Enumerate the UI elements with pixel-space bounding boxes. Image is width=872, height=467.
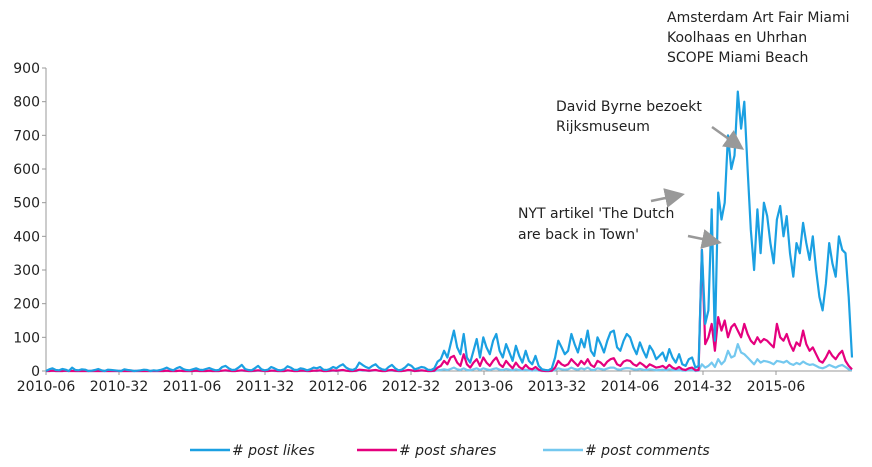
legend-label: # post likes: [232, 443, 315, 459]
y-tick-label: 600: [13, 162, 40, 178]
x-tick-label: 2013-32: [528, 379, 587, 395]
x-tick-label: 2013-06: [455, 379, 514, 395]
x-tick-label: 2010-32: [90, 379, 149, 395]
annotation-line: Rijksmuseum: [556, 119, 650, 135]
series-line-shares: [46, 248, 853, 373]
x-tick-label: 2014-32: [674, 379, 733, 395]
y-tick-label: 700: [13, 128, 40, 144]
x-tick-label: 2014-06: [601, 379, 660, 395]
y-tick-label: 100: [13, 330, 40, 346]
x-tick-label: 2011-06: [163, 379, 222, 395]
annotation-line: David Byrne bezoekt: [556, 99, 702, 115]
annotation-arrow: [687, 229, 722, 249]
y-tick-label: 800: [13, 95, 40, 111]
x-tick-label: 2012-06: [309, 379, 368, 395]
y-tick-label: 500: [13, 196, 40, 212]
annotation-line: Amsterdam Art Fair Miami: [667, 10, 849, 26]
legend-label: # post comments: [585, 443, 710, 459]
legend: # post likes # post shares # post comments: [190, 443, 710, 459]
annotation-line: NYT artikel 'The Dutch: [518, 206, 674, 222]
annotation-arrow: [650, 188, 685, 208]
annotations: Amsterdam Art Fair Miami Koolhaas en Uhrh…: [518, 10, 849, 249]
y-tick-label: 400: [13, 229, 40, 245]
axes: [45, 68, 852, 372]
x-tick-label: 2012-32: [382, 379, 441, 395]
x-tick-label: 2010-06: [17, 379, 76, 395]
x-tick-label: 2015-06: [747, 379, 806, 395]
annotation-line: Koolhaas en Uhrhan: [667, 30, 807, 46]
legend-label: # post shares: [399, 443, 496, 459]
annotation-line: are back in Town': [518, 227, 639, 243]
y-tick-label: 900: [13, 61, 40, 77]
y-tick-label: 200: [13, 297, 40, 313]
annotation-line: SCOPE Miami Beach: [667, 50, 808, 66]
x-tick-labels: 2010-06 2010-32 2011-06 2011-32 2012-06 2012-…: [17, 371, 806, 395]
x-tick-label: 2011-32: [236, 379, 295, 395]
annotation-arrow: [711, 125, 745, 150]
y-tick-label: 300: [13, 263, 40, 279]
series-lines: [45, 90, 854, 373]
series-line-likes: [45, 90, 854, 373]
y-tick-labels: 0 100 200 300 400 500 600 700 800 900: [13, 61, 46, 380]
y-tick-label: 0: [31, 364, 40, 380]
